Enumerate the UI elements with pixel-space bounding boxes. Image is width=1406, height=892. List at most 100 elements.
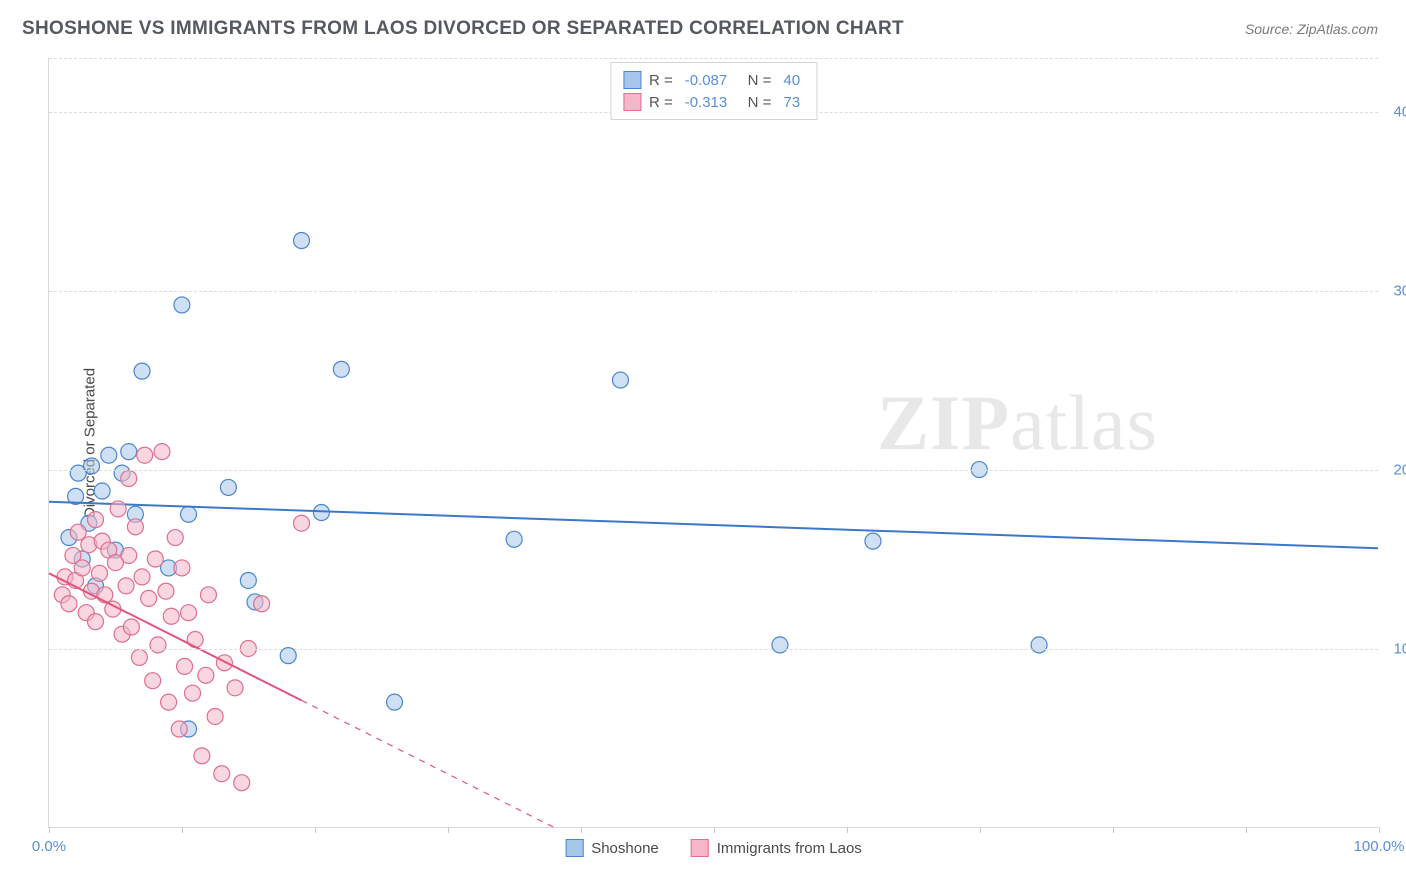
trend-line [49, 502, 1378, 549]
data-point [227, 680, 243, 696]
data-point [181, 605, 197, 621]
data-point [177, 658, 193, 674]
stats-row: R = -0.087 N = 40 [623, 69, 804, 91]
r-label: R = [649, 94, 673, 111]
y-tick-label: 20.0% [1393, 461, 1406, 478]
x-tick [1246, 827, 1247, 833]
x-tick [49, 827, 50, 833]
data-point [174, 560, 190, 576]
data-point [141, 590, 157, 606]
data-point [506, 531, 522, 547]
data-point [145, 673, 161, 689]
x-tick-label: 100.0% [1354, 838, 1405, 855]
legend-swatch [623, 93, 641, 111]
data-point [88, 512, 104, 528]
data-point [294, 515, 310, 531]
legend-item: Shoshone [565, 839, 659, 857]
data-point [84, 458, 100, 474]
data-point [163, 608, 179, 624]
x-tick [182, 827, 183, 833]
data-point [865, 533, 881, 549]
legend-label: Shoshone [591, 840, 659, 857]
data-point [101, 447, 117, 463]
x-tick [1379, 827, 1380, 833]
data-point [158, 583, 174, 599]
series-legend: Shoshone Immigrants from Laos [565, 839, 862, 857]
trend-line [49, 573, 302, 700]
data-point [134, 569, 150, 585]
data-point [131, 649, 147, 665]
data-point [147, 551, 163, 567]
n-label: N = [739, 72, 771, 89]
legend-swatch [691, 839, 709, 857]
data-point [150, 637, 166, 653]
x-tick [847, 827, 848, 833]
x-tick [581, 827, 582, 833]
data-point [200, 587, 216, 603]
source-label: Source: ZipAtlas.com [1245, 21, 1378, 37]
y-tick-label: 40.0% [1393, 103, 1406, 120]
data-point [61, 596, 77, 612]
x-tick [714, 827, 715, 833]
data-point [118, 578, 134, 594]
data-point [174, 297, 190, 313]
data-point [171, 721, 187, 737]
n-value: 40 [783, 72, 800, 89]
x-tick [1113, 827, 1114, 833]
legend-item: Immigrants from Laos [691, 839, 862, 857]
trend-line-dashed [302, 700, 555, 827]
gridline [49, 649, 1378, 650]
stats-legend: R = -0.087 N = 40 R = -0.313 N = 73 [610, 62, 817, 120]
data-point [154, 444, 170, 460]
data-point [185, 685, 201, 701]
y-tick-label: 30.0% [1393, 282, 1406, 299]
data-point [214, 766, 230, 782]
data-point [121, 547, 137, 563]
chart-title: SHOSHONE VS IMMIGRANTS FROM LAOS DIVORCE… [22, 18, 904, 40]
r-value: -0.087 [685, 72, 728, 89]
data-point [240, 572, 256, 588]
data-point [220, 479, 236, 495]
data-point [92, 565, 108, 581]
x-tick-label: 0.0% [32, 838, 66, 855]
data-point [121, 470, 137, 486]
data-point [280, 648, 296, 664]
data-point [333, 361, 349, 377]
data-point [612, 372, 628, 388]
data-point [254, 596, 270, 612]
stats-row: R = -0.313 N = 73 [623, 91, 804, 113]
data-point [194, 748, 210, 764]
data-point [772, 637, 788, 653]
data-point [110, 501, 126, 517]
data-point [134, 363, 150, 379]
data-point [1031, 637, 1047, 653]
data-point [234, 775, 250, 791]
data-point [121, 444, 137, 460]
n-label: N = [739, 94, 771, 111]
gridline [49, 58, 1378, 59]
legend-swatch [565, 839, 583, 857]
data-point [207, 708, 223, 724]
data-point [94, 483, 110, 499]
scatter-plot [49, 58, 1378, 827]
data-point [167, 530, 183, 546]
data-point [181, 506, 197, 522]
gridline [49, 470, 1378, 471]
data-point [313, 504, 329, 520]
n-value: 73 [783, 94, 800, 111]
r-label: R = [649, 72, 673, 89]
data-point [137, 447, 153, 463]
data-point [387, 694, 403, 710]
data-point [294, 233, 310, 249]
legend-label: Immigrants from Laos [717, 840, 862, 857]
gridline [49, 291, 1378, 292]
x-tick [315, 827, 316, 833]
x-tick [980, 827, 981, 833]
data-point [198, 667, 214, 683]
r-value: -0.313 [685, 94, 728, 111]
data-point [88, 614, 104, 630]
data-point [216, 655, 232, 671]
chart-area: Divorced or Separated ZIPatlas 10.0%20.0… [48, 58, 1378, 828]
y-tick-label: 10.0% [1393, 640, 1406, 657]
x-tick [448, 827, 449, 833]
